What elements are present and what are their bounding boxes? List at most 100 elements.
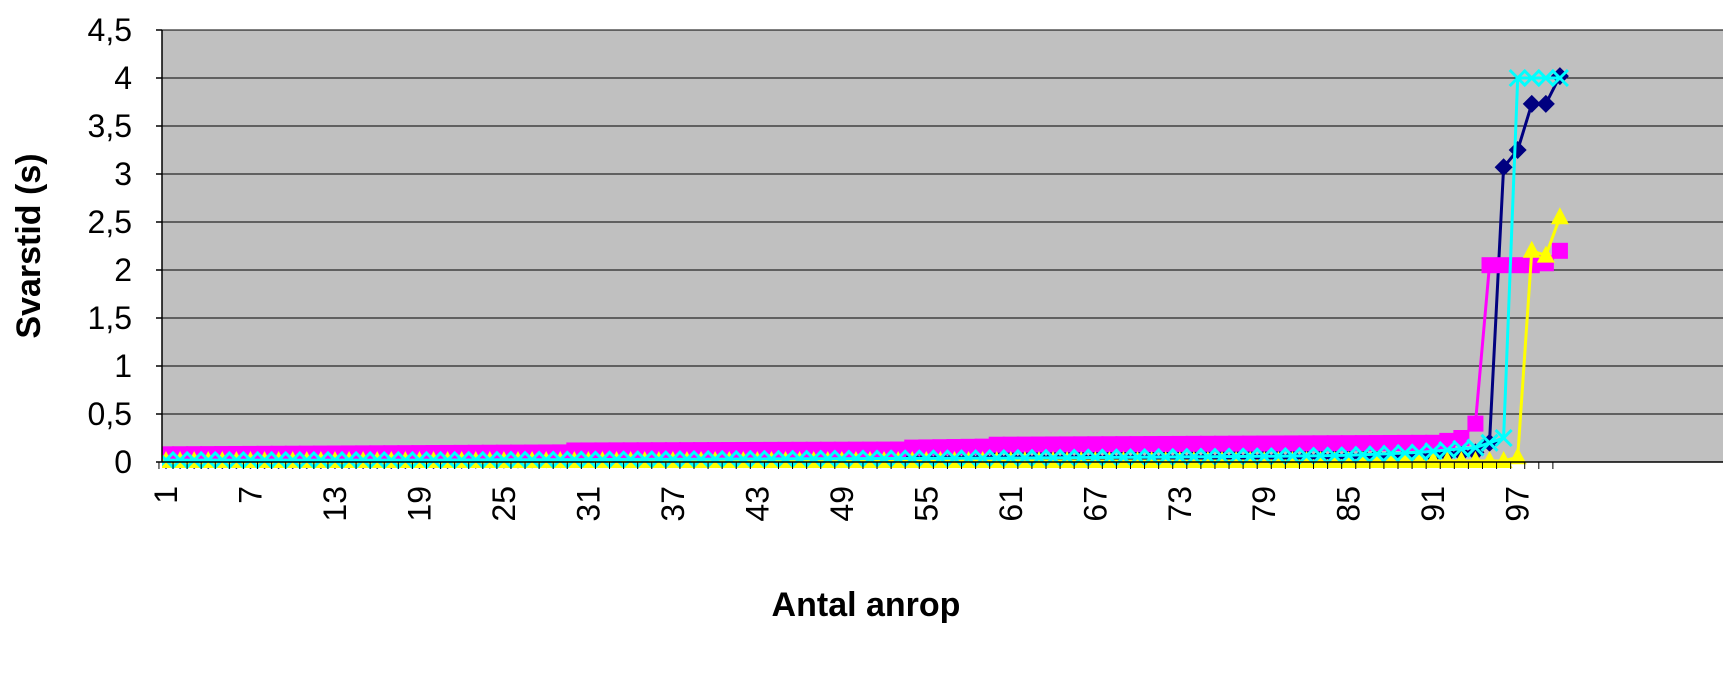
data-point [1001,449,1020,468]
data-point [1508,447,1527,465]
data-point [1452,451,1471,469]
data-point [635,450,654,469]
data-point [1536,245,1555,263]
data-point [691,450,711,469]
data-point [846,449,865,468]
data-point [931,449,950,468]
data-point [1481,257,1498,274]
data-point [185,451,204,470]
data-point [1452,439,1471,458]
data-point [932,439,949,456]
data-point [162,451,176,470]
data-point [1045,436,1062,453]
data-point [537,450,556,469]
data-point [1381,451,1400,469]
data-point [311,451,330,470]
data-point [918,439,935,456]
x-tick-label: 61 [993,486,1029,522]
series-layer [162,67,1569,470]
x-tick-label: 55 [908,486,944,522]
data-point [973,449,992,468]
data-point [776,449,795,468]
data-point [1508,141,1527,159]
data-point [1509,257,1526,274]
data-point [987,449,1006,468]
data-point [1381,444,1401,463]
data-point [1326,435,1343,452]
data-point [1284,435,1301,452]
x-tick-label: 67 [1077,486,1113,522]
data-point [1367,445,1386,464]
y-tick-label: 1,5 [88,300,132,336]
data-point [339,451,359,470]
data-point [1311,451,1330,469]
data-point [1466,438,1485,457]
x-tick-label: 13 [317,486,353,522]
data-point [1156,451,1175,469]
data-point [1129,436,1146,453]
data-point [875,449,894,468]
data-point [804,449,823,468]
data-point [1410,451,1429,469]
data-point [241,451,260,470]
data-point [1086,448,1105,467]
y-tick-label: 4 [114,60,132,96]
data-point [1241,451,1260,469]
y-tick-label: 0,5 [88,396,132,432]
x-tick-label: 91 [1415,486,1451,522]
data-point [860,449,880,468]
data-point [1298,435,1315,452]
x-tick-label: 19 [401,486,437,522]
data-point [1550,68,1569,88]
y-tick-label: 0 [114,444,132,480]
data-point [621,450,640,469]
data-point [1227,451,1246,469]
data-point [1353,451,1372,469]
data-point [1157,435,1174,452]
data-point [297,451,316,470]
data-point [368,451,387,470]
data-point [1297,451,1316,469]
data-point [354,451,373,470]
x-tick-label: 97 [1500,486,1536,522]
data-point [1030,436,1047,453]
x-tick-label: 7 [232,486,268,504]
data-point [960,438,977,455]
x-tick-label: 37 [655,486,691,522]
data-point [1551,242,1568,259]
data-point [1550,207,1569,225]
data-point [1002,436,1019,453]
data-point [1480,451,1499,469]
data-point [593,450,612,469]
data-point [903,449,922,468]
data-point [438,450,457,470]
data-point [818,449,837,468]
data-point [1353,445,1372,464]
data-point [1214,435,1230,452]
data-point [677,450,697,469]
data-point [1382,434,1399,451]
data-point [255,451,274,470]
data-point [1424,451,1443,469]
x-tick-label: 73 [1162,486,1198,522]
x-tick-label: 31 [570,486,606,522]
data-point [1016,436,1033,453]
y-tick-label: 3 [114,156,132,192]
data-point [452,450,471,470]
data-point [1058,448,1077,467]
data-point [1171,435,1188,452]
data-point [1339,451,1358,469]
data-point [1494,158,1513,177]
data-point [1029,448,1049,467]
data-point [382,451,401,470]
data-point [199,451,218,470]
data-point [565,450,584,469]
data-point [734,449,753,469]
data-point [1438,451,1457,469]
data-point [1059,436,1076,453]
plot-area [162,30,1723,462]
data-point [579,450,598,469]
data-point [790,449,809,468]
data-point [1142,451,1161,469]
